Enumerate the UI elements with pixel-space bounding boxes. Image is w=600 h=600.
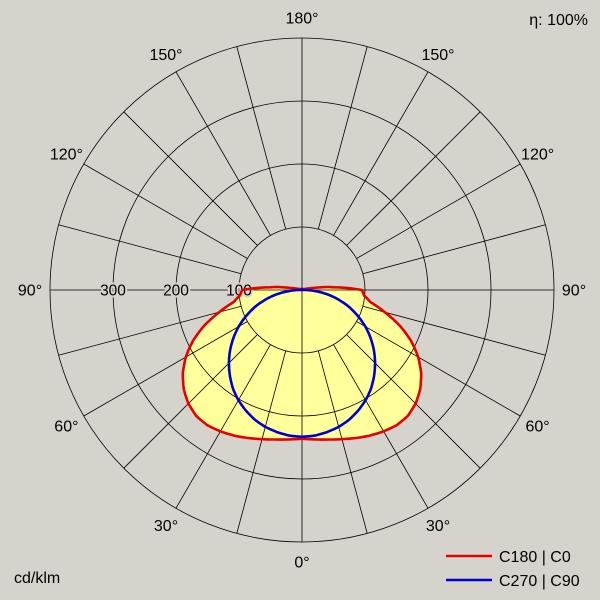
angle-label-30-right: 30° bbox=[426, 518, 450, 535]
grid-spoke bbox=[83, 321, 248, 417]
radial-tick-label-100: 100 bbox=[226, 283, 252, 300]
angle-label-120-right: 120° bbox=[521, 147, 554, 164]
radial-tick-label-300: 300 bbox=[100, 283, 126, 300]
radial-tick-label-200: 200 bbox=[163, 283, 189, 300]
angle-label-150-right: 150° bbox=[421, 47, 454, 64]
angle-label-60-left: 60° bbox=[54, 419, 78, 436]
legend-label-c90: C270 | C90 bbox=[499, 573, 580, 590]
angle-label-30-left: 30° bbox=[154, 518, 178, 535]
grid-spoke bbox=[83, 163, 248, 259]
grid-spoke bbox=[123, 111, 258, 246]
grid-spoke bbox=[346, 334, 481, 469]
grid-spoke bbox=[317, 350, 368, 534]
legend: C180 | C0 C270 | C90 bbox=[446, 549, 580, 590]
grid-spoke bbox=[236, 350, 287, 534]
grid-spoke bbox=[333, 344, 429, 509]
grid-spoke bbox=[317, 46, 368, 230]
angle-label-90-left: 90° bbox=[18, 283, 42, 300]
grid-spoke bbox=[236, 46, 287, 230]
curve-c0-c180 bbox=[181, 285, 423, 441]
legend-label-c0: C180 | C0 bbox=[499, 549, 571, 566]
curve-c90-c270 bbox=[227, 288, 377, 439]
grid-spoke bbox=[58, 305, 242, 356]
grid-spoke bbox=[346, 111, 481, 246]
grid-spoke bbox=[175, 344, 271, 509]
grid-spoke bbox=[123, 334, 258, 469]
angle-label-120-left: 120° bbox=[50, 147, 83, 164]
grid-spoke bbox=[356, 163, 521, 259]
angle-label-90-right: 90° bbox=[562, 283, 586, 300]
grid-spoke bbox=[356, 321, 521, 417]
angle-label-0: 0° bbox=[294, 555, 309, 572]
grid-spoke bbox=[58, 224, 242, 275]
angle-label-180: 180° bbox=[285, 11, 318, 28]
angle-label-150-left: 150° bbox=[149, 47, 182, 64]
angle-label-60-right: 60° bbox=[525, 419, 549, 436]
grid-spoke bbox=[362, 224, 546, 275]
grid-spoke bbox=[333, 71, 429, 236]
unit-label: cd/klm bbox=[14, 570, 60, 587]
grid-spoke bbox=[175, 71, 271, 236]
grid-spoke bbox=[362, 305, 546, 356]
polar-plot-layer: 0° 30° 30° 60° 60° 90° 90° 120° 120° 150° 150° 180°… bbox=[16, 9, 588, 574]
efficiency-label: η: 100% bbox=[529, 12, 588, 29]
